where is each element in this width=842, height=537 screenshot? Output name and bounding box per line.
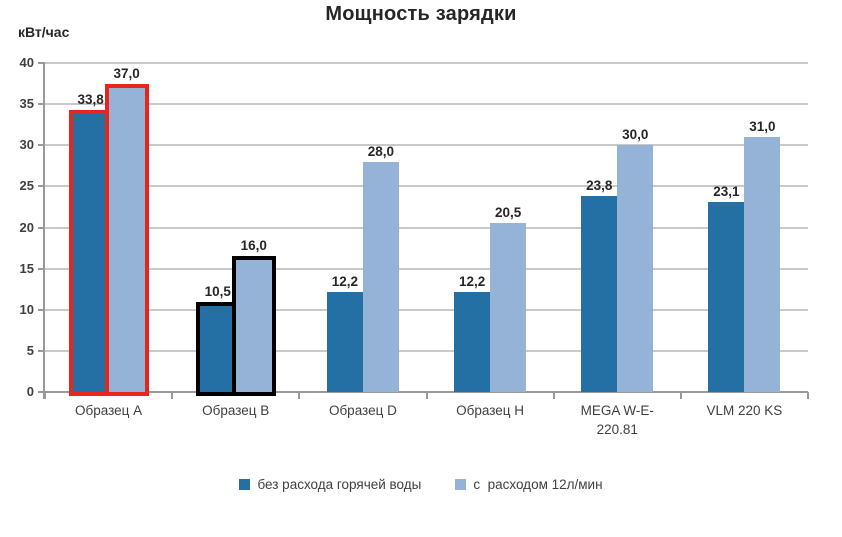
y-tick-label: 15: [19, 260, 34, 276]
bar: [744, 137, 781, 392]
y-tick-label: 30: [19, 137, 34, 153]
x-axis-tick: [44, 392, 46, 399]
y-gridline: [45, 308, 808, 311]
x-axis-tick: [425, 392, 428, 399]
bar-value-label: 12,2: [458, 273, 486, 289]
y-axis-tick: [38, 226, 45, 229]
y-tick-label: 25: [19, 178, 34, 194]
y-gridline: [45, 103, 808, 106]
bar-value-label: 23,8: [586, 178, 613, 194]
bar: [617, 145, 654, 392]
category-label: Образец B: [202, 403, 270, 418]
bar-value-label: 31,0: [749, 119, 776, 135]
bar-value-label: 23,1: [713, 184, 740, 199]
y-axis-tick: [38, 308, 45, 311]
y-axis-tick: [38, 144, 45, 147]
legend-label: без расхода горячей воды: [257, 477, 422, 492]
bar-value-label: 10,5: [204, 283, 231, 299]
y-axis-tick: [38, 185, 45, 188]
y-tick-label: 20: [19, 219, 34, 235]
bar: [104, 83, 149, 396]
bar-value-label: 20,5: [494, 205, 522, 221]
bar-value-label: 12,2: [331, 273, 359, 289]
category-label: MEGA W-E-220.81: [580, 403, 654, 437]
bar: [708, 202, 745, 392]
legend-swatch: [239, 479, 251, 490]
y-tick-label: 35: [19, 96, 34, 112]
y-gridline: [45, 226, 808, 229]
bar: [581, 196, 618, 392]
y-axis-line: [43, 63, 45, 399]
y-axis-tick: [38, 267, 45, 270]
category-label: Образец A: [75, 403, 143, 418]
legend-label: с расходом 12л/мин: [473, 477, 603, 492]
bar-value-label: 30,0: [622, 127, 649, 143]
x-axis-tick: [552, 392, 555, 399]
bar: [231, 256, 276, 396]
bar-value-label: 28,0: [367, 143, 395, 159]
y-axis-tick: [38, 62, 45, 64]
chart-legend: без расхода горячей воды с расходом 12л/м…: [0, 477, 842, 492]
bar: [362, 161, 399, 392]
x-axis-tick: [807, 392, 809, 399]
bar-value-label: 16,0: [240, 238, 267, 254]
y-tick-label: 10: [19, 301, 34, 317]
y-gridline: [45, 144, 808, 147]
y-gridline: [45, 267, 808, 270]
y-gridline: [45, 62, 808, 64]
bar: [326, 291, 363, 392]
bar: [454, 291, 491, 392]
legend-swatch: [455, 479, 467, 490]
legend-item: с расходом 12л/мин: [455, 477, 603, 492]
y-axis-tick: [38, 349, 45, 352]
x-axis-tick: [679, 392, 682, 399]
legend-item: без расхода горячей воды: [239, 477, 421, 492]
y-gridline: [45, 185, 808, 188]
bar-value-label: 33,8: [77, 91, 104, 107]
x-axis-tick: [298, 392, 301, 399]
bar: [490, 223, 527, 392]
y-axis-tick: [38, 103, 45, 106]
chart-title: Мощность зарядки: [325, 3, 517, 25]
category-label: VLM 220 KS: [706, 403, 783, 418]
y-gridline: [45, 349, 808, 352]
bar-value-label: 37,0: [113, 65, 140, 81]
y-tick-label: 0: [26, 384, 34, 399]
y-tick-label: 5: [26, 342, 34, 358]
y-axis-unit-label: кВт/час: [18, 24, 70, 40]
x-axis-tick: [171, 392, 174, 399]
category-label: Образец H: [456, 403, 525, 418]
y-axis-tick: [38, 391, 45, 393]
y-tick-label: 40: [19, 55, 34, 70]
category-label: Образец D: [328, 403, 397, 418]
